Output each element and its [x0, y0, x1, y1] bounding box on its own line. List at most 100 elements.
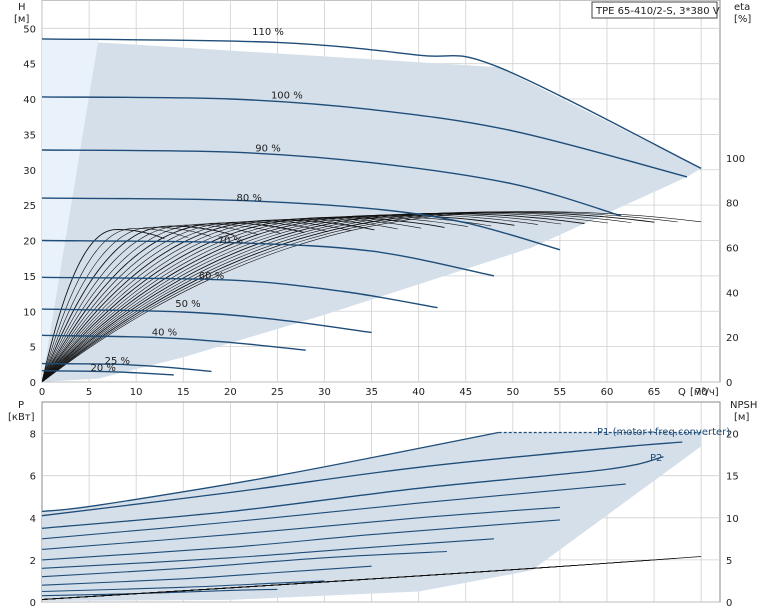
x-tick-label: 35	[365, 387, 378, 398]
power-curve	[42, 456, 664, 529]
y-tick-label: 50	[23, 24, 36, 35]
speed-curve-label: 110 %	[252, 27, 284, 38]
npsh-tick-label: 20	[726, 430, 739, 441]
x-tick-label: 25	[271, 387, 284, 398]
x-tick-label: 10	[130, 387, 143, 398]
speed-curve	[42, 362, 212, 373]
speed-curve	[42, 239, 495, 277]
y2-tick-label: 0	[726, 378, 732, 389]
power-curve	[42, 588, 278, 597]
title-box	[591, 1, 718, 19]
x-tick-label: 60	[601, 387, 614, 398]
y2-axis-label: eta	[734, 2, 750, 13]
efficiency-curve	[42, 212, 632, 382]
y-tick-label: 40	[23, 95, 36, 106]
npsh-tick-label: 5	[726, 556, 732, 567]
speed-curve-label: 50 %	[175, 299, 200, 310]
efficiency-curve	[42, 228, 188, 382]
bottom-curves	[42, 431, 702, 601]
operating-range-area	[42, 38, 702, 382]
power-curve	[42, 483, 626, 540]
y-tick-label: 35	[23, 130, 36, 141]
p1-annotation: P1 (motor+freq.converter)	[597, 427, 730, 438]
efficiency-curve	[42, 212, 608, 382]
power-curve	[42, 441, 683, 517]
y-tick-label: 0	[30, 378, 36, 389]
speed-curve	[42, 96, 688, 178]
x-tick-label: 45	[459, 387, 472, 398]
y-tick-label: 20	[23, 237, 36, 248]
npsh-axis-label: NPSH	[730, 400, 757, 411]
y-tick-label: 15	[23, 272, 36, 283]
x-tick-label: 20	[224, 387, 237, 398]
p1-curve	[42, 431, 499, 513]
power-curve	[42, 550, 447, 578]
speed-curve	[42, 276, 438, 309]
light-range-area	[42, 38, 99, 382]
efficiency-curve	[42, 229, 165, 382]
y2-tick-label: 60	[726, 243, 739, 254]
efficiency-curve	[42, 212, 585, 382]
power-tick-label: 0	[30, 598, 36, 609]
speed-curve-label: 25 %	[105, 356, 130, 367]
speed-curve-label: 40 %	[152, 327, 177, 338]
x-tick-label: 70	[695, 387, 708, 398]
y-axis-label: H	[18, 2, 26, 13]
power-tick-label: 2	[30, 556, 36, 567]
y2-tick-label: 40	[726, 288, 739, 299]
x-tick-label: 0	[39, 387, 45, 398]
x-axis-unit: [м³/ч]	[690, 387, 719, 398]
y-tick-label: 25	[23, 201, 36, 212]
speed-curve-label: 80 %	[236, 193, 261, 204]
speed-curve	[42, 149, 622, 217]
efficiency-curve	[42, 214, 538, 382]
x-tick-label: 65	[648, 387, 661, 398]
power-curve	[42, 519, 560, 561]
power-curve	[42, 506, 560, 550]
y2-tick-label: 80	[726, 199, 739, 210]
y-tick-label: 30	[23, 166, 36, 177]
power-curve	[42, 565, 372, 586]
speed-curve-label: 20 %	[91, 363, 116, 374]
speed-curve-label: 90 %	[255, 144, 280, 155]
efficiency-curve	[42, 211, 702, 382]
power-tick-label: 6	[30, 472, 36, 483]
y-tick-label: 45	[23, 60, 36, 71]
npsh-axis-unit: [м]	[734, 412, 749, 423]
y-tick-label: 10	[23, 307, 36, 318]
x-tick-label: 15	[177, 387, 190, 398]
npsh-curve	[42, 556, 702, 600]
y-axis-unit: [м]	[14, 14, 29, 25]
p2-annotation: P2	[650, 453, 662, 464]
speed-curve-label: 100 %	[271, 91, 303, 102]
power-tick-label: 8	[30, 430, 36, 441]
speed-curve	[42, 197, 561, 251]
x-tick-label: 55	[554, 387, 567, 398]
speed-curve	[42, 308, 372, 334]
speed-curve-label: 70 %	[218, 236, 243, 247]
npsh-tick-label: 15	[726, 472, 739, 483]
power-axis-label: P	[18, 400, 24, 411]
x-tick-label: 5	[86, 387, 92, 398]
top-curves	[42, 38, 702, 382]
power-curve	[42, 580, 325, 593]
npsh-tick-label: 0	[726, 598, 732, 609]
y2-axis-unit: [%]	[734, 14, 751, 25]
power-axis-unit: [кВт]	[8, 412, 35, 423]
x-tick-label: 30	[318, 387, 331, 398]
y2-tick-label: 20	[726, 333, 739, 344]
x-axis-label: Q	[678, 387, 686, 398]
chart-title: TPE 65-410/2-S, 3*380 V	[595, 6, 720, 17]
y2-tick-label: 100	[726, 154, 745, 165]
power-tick-label: 4	[30, 514, 36, 525]
speed-curve	[42, 38, 702, 170]
y-tick-label: 5	[30, 343, 36, 354]
speed-curve-label: 60 %	[199, 271, 224, 282]
speed-curve	[42, 370, 174, 376]
x-tick-label: 40	[412, 387, 425, 398]
efficiency-curve	[42, 211, 655, 382]
efficiency-curve	[42, 213, 562, 382]
efficiency-curve	[42, 211, 678, 382]
